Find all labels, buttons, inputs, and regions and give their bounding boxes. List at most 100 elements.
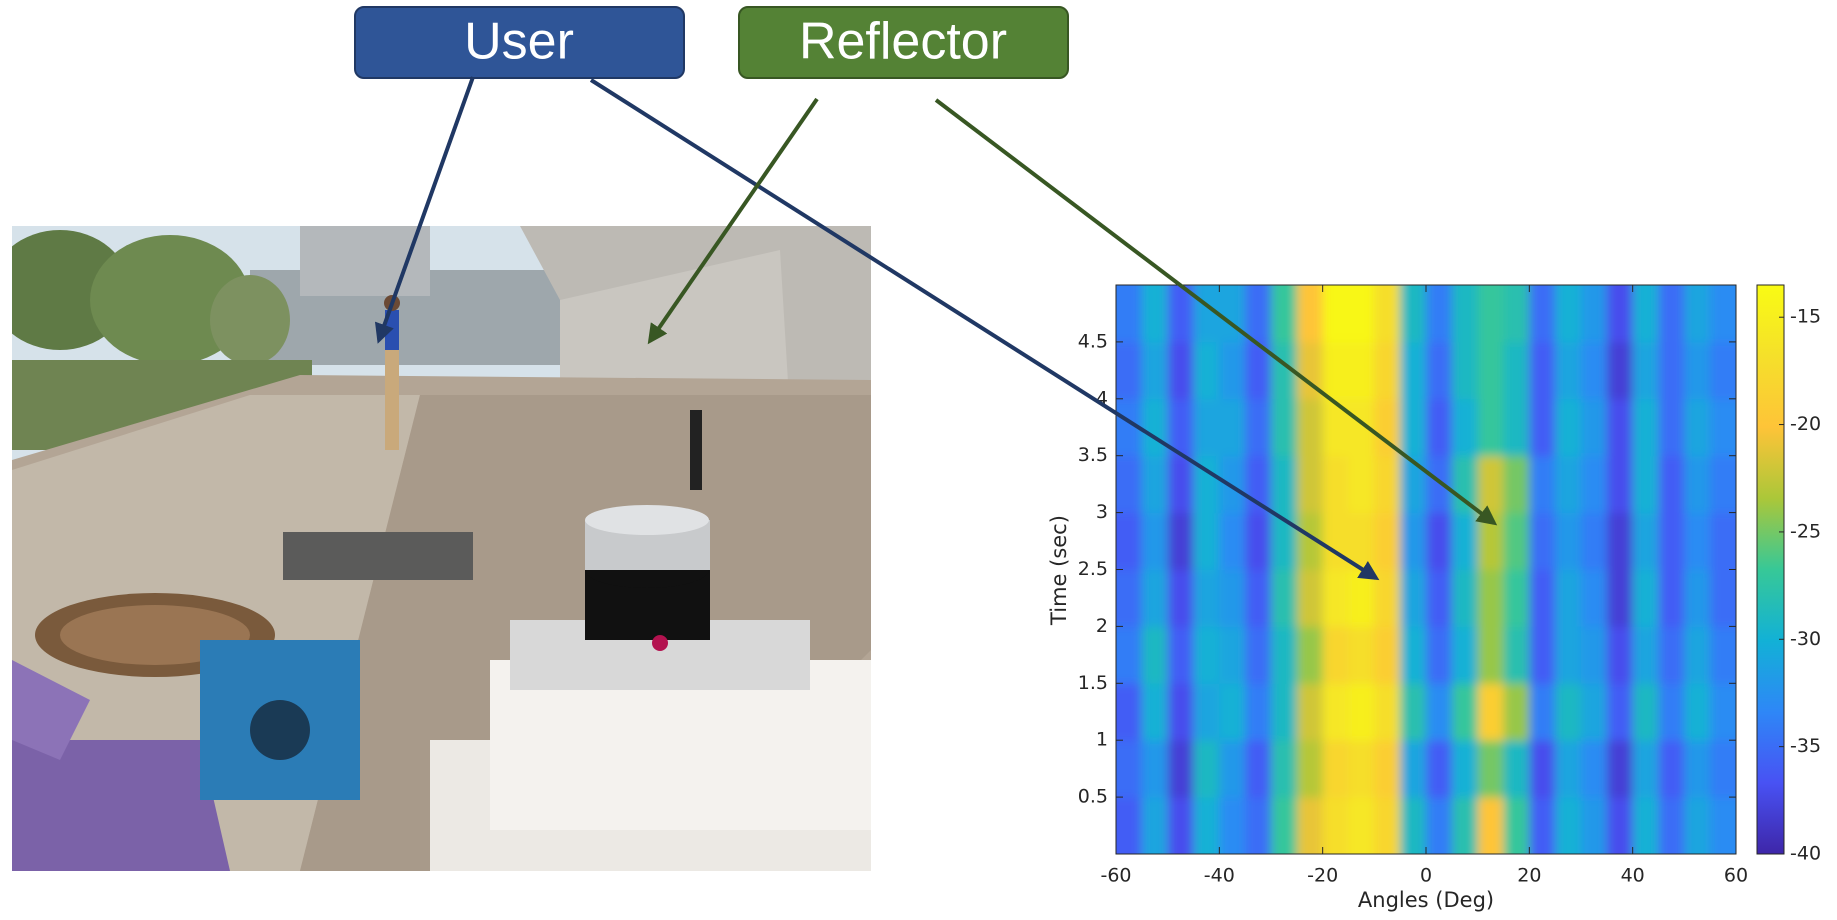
heatmap-cell (1452, 342, 1478, 399)
heatmap-cell (1142, 342, 1168, 399)
colorbar: -15-20-25-30-35-40 (1757, 285, 1821, 865)
heatmap-cell (1659, 342, 1685, 399)
colorbar-tick-label: -30 (1790, 628, 1821, 650)
heatmap-cell (1555, 513, 1581, 570)
heatmap-cell (1633, 342, 1659, 399)
heatmap-cell (1142, 740, 1168, 797)
heatmap-cell (1426, 626, 1452, 683)
heatmap-cell (1194, 740, 1220, 797)
heatmap-cell (1245, 265, 1271, 342)
heatmap-cell (1659, 626, 1685, 683)
heatmap-cell (1710, 797, 1756, 874)
heatmap-cell (1633, 683, 1659, 740)
heatmap-cell (1581, 513, 1607, 570)
heatmap-cell (1426, 797, 1452, 874)
heatmap-cell (1529, 797, 1555, 874)
heatmap-cell (1581, 265, 1607, 342)
heatmap-cell (1581, 456, 1607, 513)
heatmap-cell (1684, 683, 1710, 740)
heatmap-cell (1323, 797, 1349, 874)
heatmap-cell (1400, 683, 1426, 740)
heatmap-cell (1194, 683, 1220, 740)
colorbar-tick-label: -40 (1790, 843, 1821, 865)
heatmap-cell (1633, 740, 1659, 797)
heatmap-cell (1426, 683, 1452, 740)
y-tick-label: 1.5 (1078, 672, 1108, 694)
heatmap-cell (1271, 399, 1297, 456)
heatmap-cell (1607, 626, 1633, 683)
heatmap-cell (1581, 797, 1607, 874)
heatmap-cell (1581, 399, 1607, 456)
heatmap-cell (1271, 265, 1297, 342)
heatmap-cell (1452, 513, 1478, 570)
heatmap-cell (1710, 342, 1756, 399)
heatmap-cell (1349, 683, 1375, 740)
colorbar-tick-label: -35 (1790, 735, 1821, 757)
heatmap-cell (1323, 399, 1349, 456)
heatmap-cell (1219, 740, 1245, 797)
x-tick-label: 20 (1517, 865, 1541, 887)
x-tick-label: -60 (1100, 865, 1131, 887)
y-tick-label: 1 (1096, 729, 1108, 751)
heatmap-cell (1349, 265, 1375, 342)
x-axis-label: Angles (Deg) (1358, 888, 1494, 912)
heatmap-cell (1323, 265, 1349, 342)
heatmap-cell (1297, 456, 1323, 513)
heatmap-cell (1297, 570, 1323, 627)
heatmap-cell (1633, 626, 1659, 683)
heatmap-cell (1529, 570, 1555, 627)
heatmap-cell (1426, 456, 1452, 513)
heatmap-cell (1452, 265, 1478, 342)
heatmap-cell (1555, 342, 1581, 399)
heatmap-cell (1400, 265, 1426, 342)
heatmap-cell (1271, 456, 1297, 513)
heatmap-cell (1219, 456, 1245, 513)
heatmap-cell (1710, 683, 1756, 740)
heatmap-cell (1607, 683, 1633, 740)
heatmap-cell (1607, 342, 1633, 399)
heatmap-cell (1219, 399, 1245, 456)
y-tick-label: 3 (1096, 501, 1108, 523)
heatmap-cell (1168, 456, 1194, 513)
x-tick-label: -20 (1307, 865, 1338, 887)
heatmap-cell (1426, 570, 1452, 627)
heatmap-cell (1452, 797, 1478, 874)
heatmap-cell (1659, 740, 1685, 797)
heatmap-cell (1529, 265, 1555, 342)
heatmap-cell (1659, 513, 1685, 570)
heatmap-cell (1607, 797, 1633, 874)
heatmap-cell (1142, 513, 1168, 570)
heatmap-cell (1684, 342, 1710, 399)
heatmap-cell (1219, 570, 1245, 627)
heatmap-cell (1659, 265, 1685, 342)
x-tick-label: 0 (1420, 865, 1432, 887)
reflector-label: Reflector (799, 13, 1007, 71)
heatmap-cell (1555, 797, 1581, 874)
heatmap-cell (1349, 456, 1375, 513)
photo (0, 226, 871, 871)
heatmap-cell (1710, 740, 1756, 797)
heatmap-cell (1555, 626, 1581, 683)
x-tick-label: -40 (1204, 865, 1235, 887)
heatmap-cell (1684, 513, 1710, 570)
heatmap-cell (1426, 740, 1452, 797)
heatmap-cell (1555, 399, 1581, 456)
heatmap-cell (1504, 740, 1530, 797)
y-tick-label: 2.5 (1078, 558, 1108, 580)
heatmap-cell (1504, 797, 1530, 874)
heatmap-cell (1684, 797, 1710, 874)
heatmap-cell (1452, 570, 1478, 627)
heatmap-cell (1710, 626, 1756, 683)
heatmap-cell (1323, 683, 1349, 740)
heatmap-cell (1529, 626, 1555, 683)
y-tick-label: 2 (1096, 615, 1108, 637)
heatmap-cell (1555, 740, 1581, 797)
heatmap-cell (1659, 456, 1685, 513)
heatmap-cell (1529, 683, 1555, 740)
heatmap-cell (1219, 513, 1245, 570)
heatmap-cell (1349, 626, 1375, 683)
heatmap-cell (1710, 265, 1756, 342)
heatmap-cell (1633, 456, 1659, 513)
heatmap-cell (1478, 342, 1504, 399)
heatmap-plot: -60-40-2002040600.511.522.533.544.5 (1078, 265, 1757, 887)
